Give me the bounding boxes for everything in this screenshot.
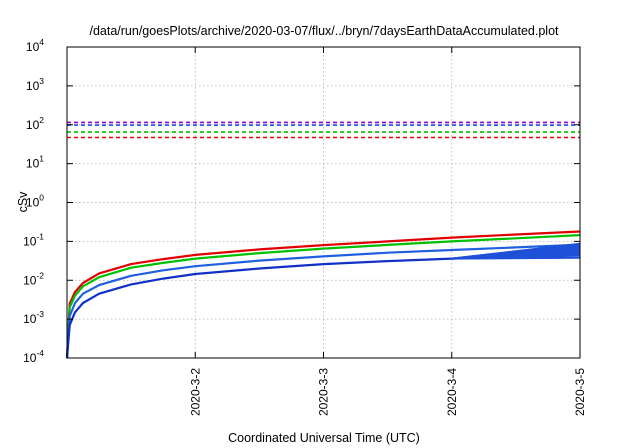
x-tick-label: 2020-3-4 bbox=[445, 368, 459, 416]
y-tick-label: 10-2 bbox=[23, 270, 44, 287]
series-line bbox=[65, 243, 581, 359]
y-tick-label: 10-3 bbox=[23, 309, 44, 326]
y-tick-label: 102 bbox=[26, 115, 44, 132]
x-tick-label: 2020-3-2 bbox=[188, 368, 202, 416]
series-line bbox=[65, 252, 581, 359]
y-tick-label: 103 bbox=[26, 76, 44, 93]
x-ticks: 2020-3-2 2020-3-3 2020-3-4 2020-3-5 bbox=[188, 47, 587, 416]
y-axis-label: cSv bbox=[16, 191, 30, 213]
threshold-lines bbox=[67, 121, 580, 139]
y-tick-label: 104 bbox=[26, 37, 44, 54]
chart-title: /data/run/goesPlots/archive/2020-03-07/f… bbox=[89, 24, 559, 38]
grid bbox=[67, 47, 580, 358]
x-tick-label: 2020-3-3 bbox=[317, 368, 331, 416]
y-tick-label: 10-1 bbox=[23, 231, 44, 248]
y-ticks: 10-4 10-3 10-2 10-1 100 101 102 103 104 bbox=[23, 37, 580, 365]
y-tick-label: 101 bbox=[26, 154, 44, 171]
x-axis-label: Coordinated Universal Time (UTC) bbox=[228, 431, 420, 445]
series-line bbox=[65, 230, 581, 359]
y-tick-label: 10-4 bbox=[23, 348, 44, 365]
series-fan-line bbox=[451, 242, 581, 260]
series-lines bbox=[65, 230, 581, 359]
series-line bbox=[65, 234, 581, 359]
y-tick-label: 100 bbox=[26, 193, 44, 210]
x-tick-label: 2020-3-5 bbox=[573, 368, 587, 416]
